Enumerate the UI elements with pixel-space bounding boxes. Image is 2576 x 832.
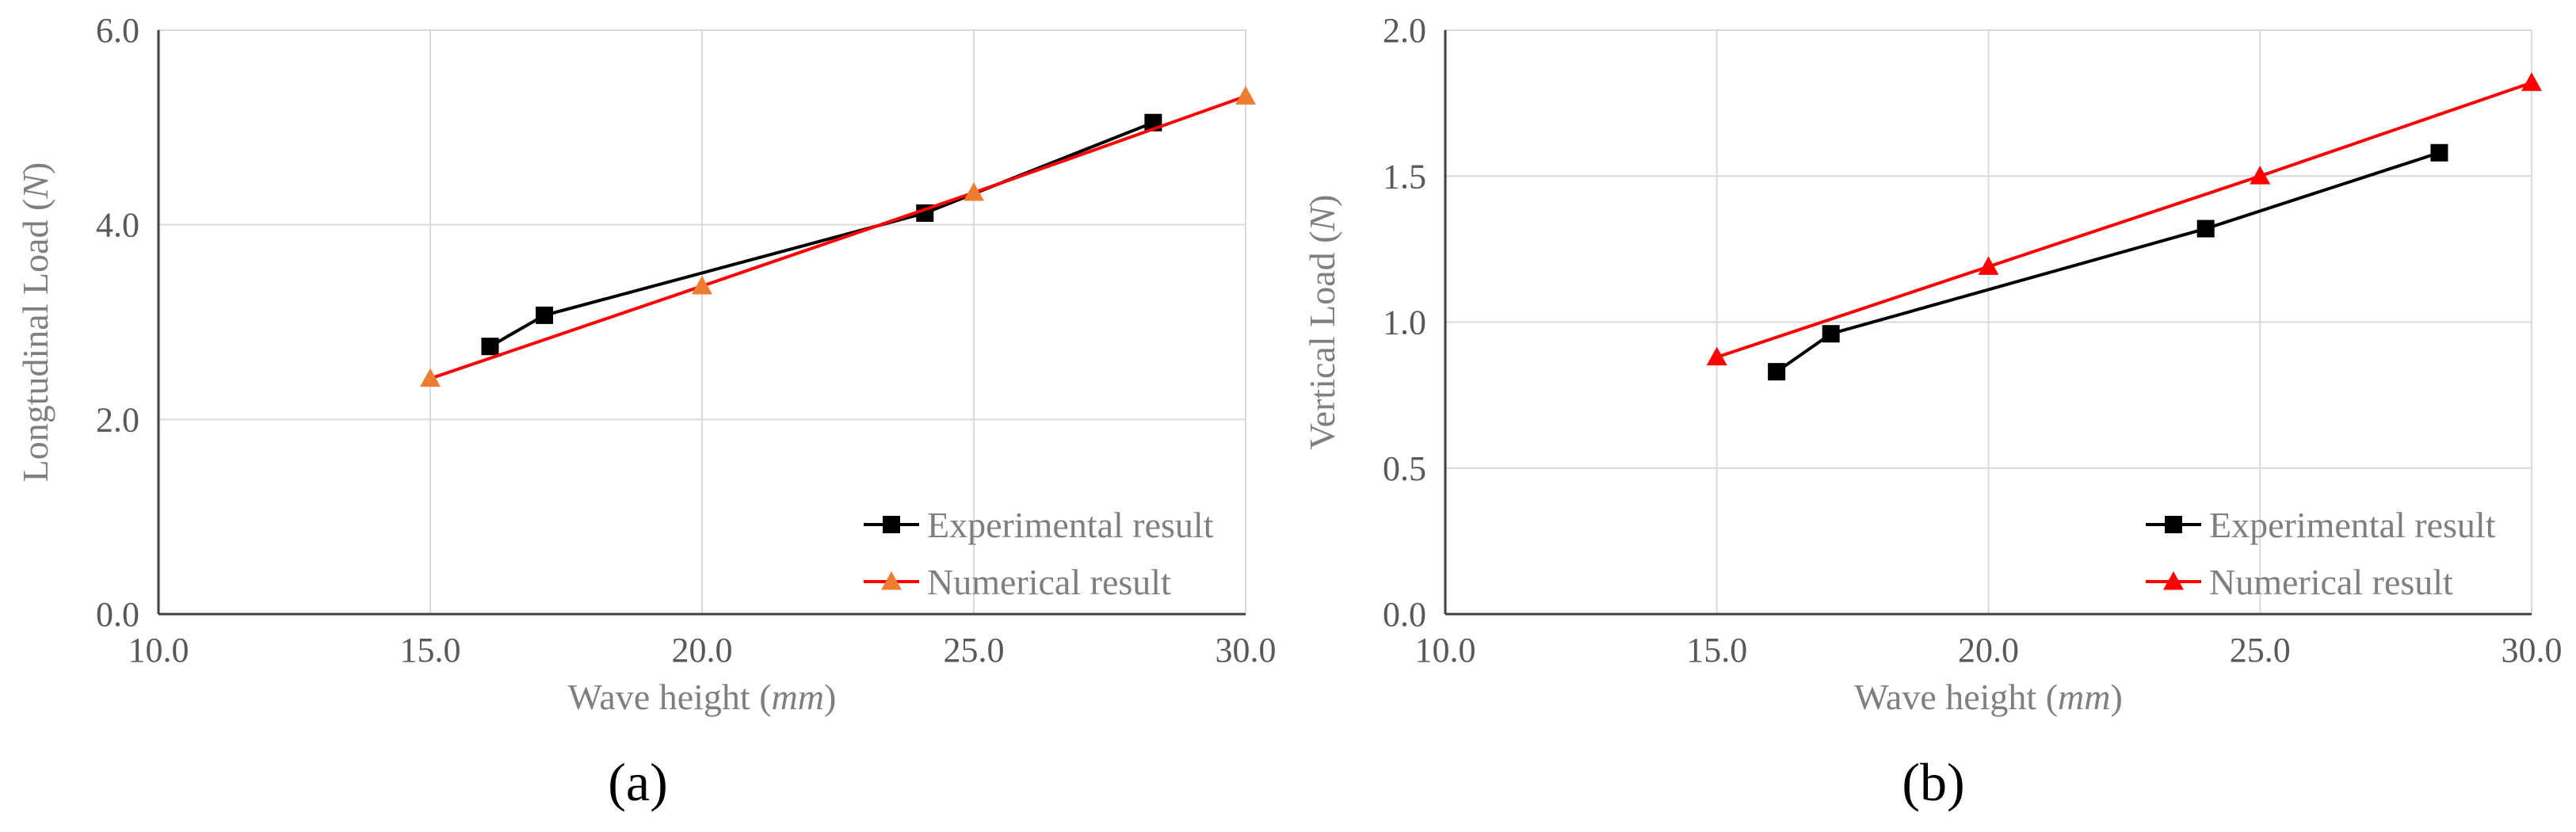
legend-entry: Numerical result bbox=[927, 562, 1171, 602]
series-line bbox=[1776, 151, 2441, 373]
legend-marker bbox=[883, 516, 900, 533]
data-point bbox=[2196, 219, 2215, 238]
x-tick-label: 10.0 bbox=[1415, 631, 1476, 670]
y-tick-label: 0.0 bbox=[96, 595, 139, 634]
x-tick-label: 15.0 bbox=[1686, 631, 1747, 670]
data-point bbox=[2430, 143, 2448, 162]
x-axis-label-text: Wave height ( bbox=[1854, 677, 2058, 717]
legend: Experimental result Numerical result bbox=[864, 505, 1214, 602]
data-point bbox=[2521, 72, 2542, 91]
chart-panel-a: 10.0 15.0 20.0 25.0 30.0 0.0 2.0 4.0 6.0 Wave hei… bbox=[15, 11, 1277, 812]
series-experimental bbox=[1768, 143, 2448, 381]
series-line bbox=[489, 120, 1154, 348]
panel-label: (b) bbox=[1902, 752, 1964, 812]
x-tick-label: 30.0 bbox=[1215, 631, 1277, 670]
data-point bbox=[481, 338, 499, 356]
x-tick-label: 25.0 bbox=[2230, 631, 2291, 670]
y-tick-label: 2.0 bbox=[1383, 11, 1426, 50]
y-axis-label: Longtudinal Load (N) bbox=[15, 162, 55, 483]
legend-marker bbox=[2163, 571, 2184, 590]
chart-panel-b: 10.0 15.0 20.0 25.0 30.0 0.0 0.5 1.0 1.5 2.0 Wave … bbox=[1302, 11, 2563, 812]
legend-entry: Numerical result bbox=[2209, 562, 2453, 602]
y-axis-label-close: ) bbox=[1302, 195, 1342, 207]
y-axis-label-unit: N bbox=[1302, 205, 1342, 232]
y-tick-label: 2.0 bbox=[96, 400, 139, 439]
x-tick-label: 15.0 bbox=[400, 631, 461, 670]
legend-marker bbox=[881, 571, 902, 590]
data-point bbox=[1706, 346, 1727, 366]
grid-lines bbox=[1445, 29, 2532, 614]
data-point bbox=[420, 368, 441, 387]
x-axis-label-unit: mm bbox=[2058, 677, 2110, 717]
y-axis-label-unit: N bbox=[15, 173, 55, 200]
y-tick-label: 0.0 bbox=[1383, 595, 1426, 634]
y-tick-label: 1.5 bbox=[1383, 157, 1426, 196]
y-axis-label-close: ) bbox=[15, 162, 55, 174]
panel-label: (a) bbox=[608, 752, 667, 812]
x-tick-label: 20.0 bbox=[1958, 631, 2019, 670]
y-tick-label: 4.0 bbox=[96, 206, 139, 245]
data-point bbox=[692, 276, 712, 295]
data-point bbox=[1768, 363, 1786, 381]
series-line bbox=[429, 94, 1246, 380]
x-tick-label: 30.0 bbox=[2502, 631, 2563, 670]
x-tick-label: 25.0 bbox=[944, 631, 1005, 670]
data-point bbox=[2250, 166, 2271, 185]
y-tick-label: 6.0 bbox=[96, 11, 139, 50]
x-axis-label-text: Wave height ( bbox=[568, 677, 772, 717]
x-axis-label-unit: mm bbox=[772, 677, 824, 717]
series-line bbox=[1716, 81, 2532, 359]
data-point bbox=[536, 306, 554, 324]
y-axis-label-text: Longtudinal Load ( bbox=[15, 199, 55, 483]
series-numerical bbox=[420, 86, 1256, 387]
series-experimental bbox=[481, 113, 1162, 356]
grid-lines bbox=[158, 29, 1246, 614]
x-axis-label-close: ) bbox=[2111, 677, 2123, 717]
legend-entry: Experimental result bbox=[927, 505, 1214, 545]
x-axis-label: Wave height (mm) bbox=[568, 677, 837, 717]
series-numerical bbox=[1706, 72, 2542, 366]
y-axis-label-text: Vertical Load ( bbox=[1302, 231, 1342, 450]
x-tick-label: 20.0 bbox=[672, 631, 733, 670]
x-axis-label: Wave height (mm) bbox=[1854, 677, 2123, 717]
data-point bbox=[1235, 86, 1256, 105]
data-point bbox=[1822, 325, 1840, 343]
legend-entry: Experimental result bbox=[2209, 505, 2496, 545]
data-point bbox=[964, 182, 984, 201]
legend-marker bbox=[2165, 516, 2182, 533]
y-tick-label: 0.5 bbox=[1383, 449, 1426, 488]
legend: Experimental result Numerical result bbox=[2146, 505, 2496, 602]
x-tick-label: 10.0 bbox=[128, 631, 189, 670]
y-tick-label: 1.0 bbox=[1383, 303, 1426, 342]
x-axis-label-close: ) bbox=[824, 677, 836, 717]
data-point bbox=[1978, 256, 1999, 275]
y-axis-label: Vertical Load (N) bbox=[1302, 195, 1342, 450]
